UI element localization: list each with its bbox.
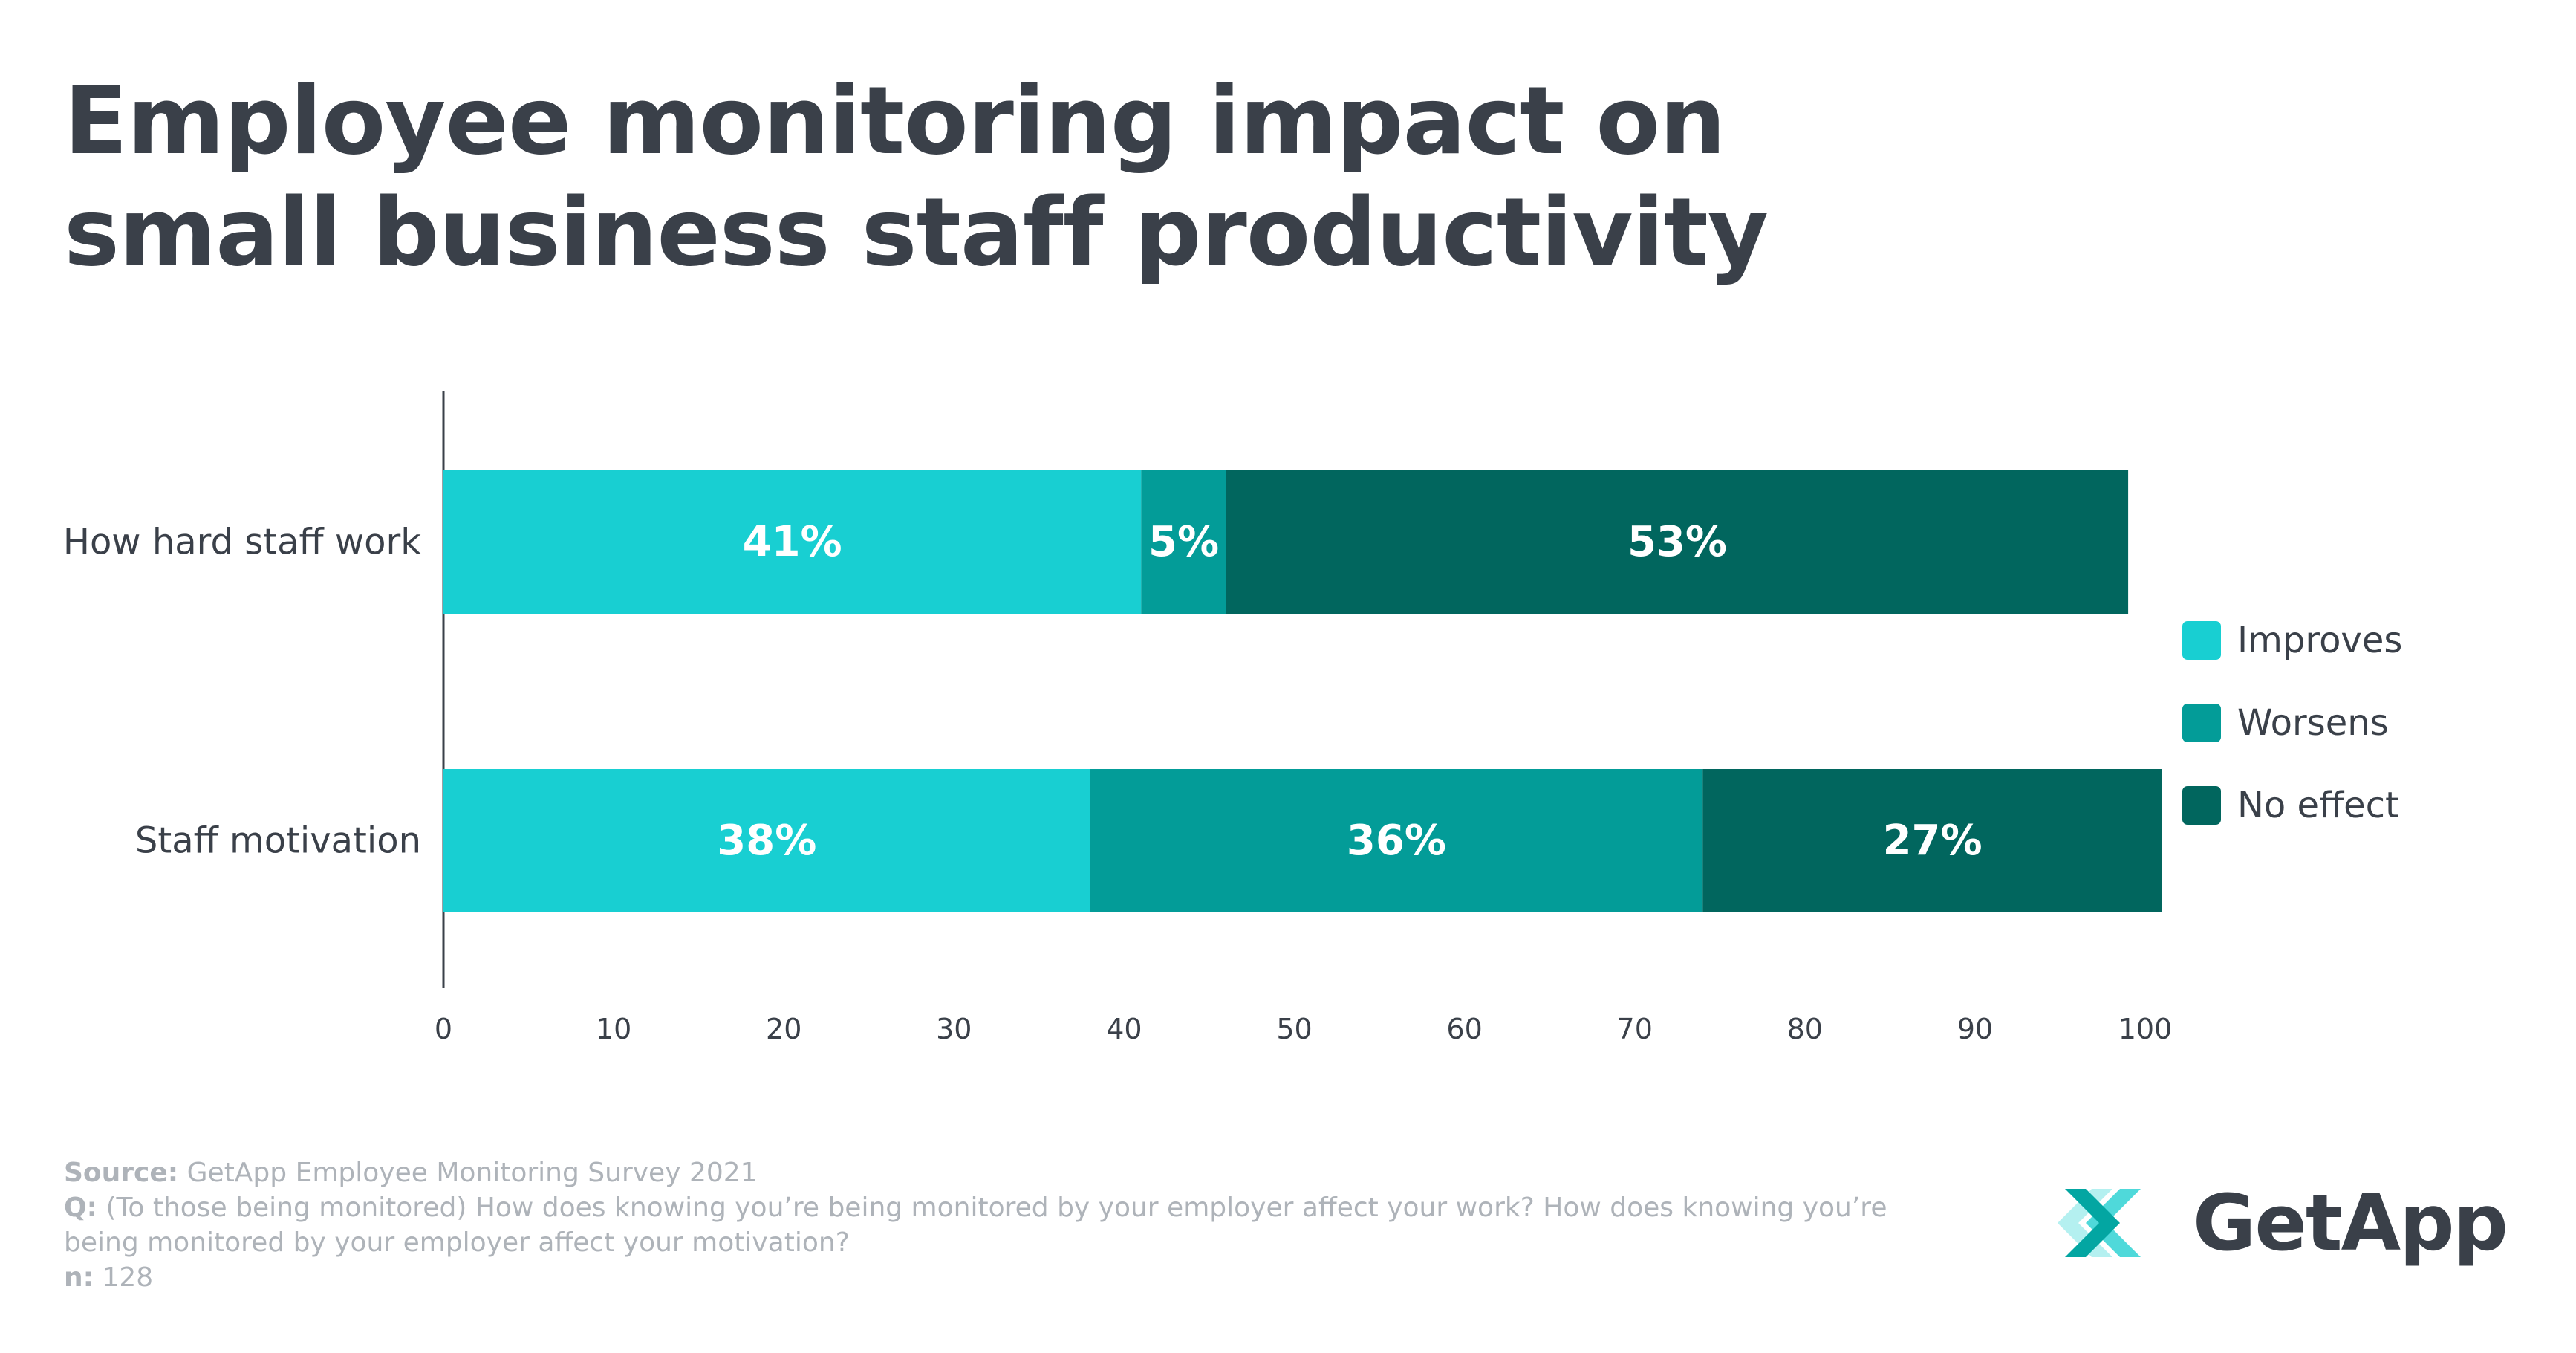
title-line-2: small business staff productivity (64, 178, 1769, 287)
sample-size-text: 128 (94, 1262, 154, 1293)
legend-item-improves: Improves (2182, 620, 2403, 661)
getapp-chevrons-icon (2058, 1189, 2141, 1257)
title-line-1: Employee monitoring impact on (64, 66, 1726, 175)
bar-segment-no-effect (1702, 769, 2162, 912)
bar-segment-worsens (1141, 470, 1226, 614)
sample-size-note: n: 128 (64, 1260, 1906, 1295)
data-label: 38% (717, 817, 816, 865)
getapp-logo-text: GetApp (2193, 1178, 2508, 1268)
data-label: 36% (1347, 817, 1446, 865)
legend-item-worsens: Worsens (2182, 702, 2402, 744)
chart-title: Employee monitoring impact on small busi… (64, 65, 1769, 288)
stacked-bar-chart: How hard staff work 41% 5% 53% Staff motivat… (63, 391, 2173, 1045)
data-label: 5% (1148, 518, 1219, 566)
x-tick-label: 10 (596, 1013, 631, 1045)
question-note: Q: (To those being monitored) How does k… (64, 1190, 1906, 1260)
category-label: Staff motivation (135, 820, 421, 862)
bar-segment-improves (443, 769, 1090, 912)
x-tick-label: 70 (1617, 1013, 1653, 1045)
source-note: Source: GetApp Employee Monitoring Surve… (64, 1155, 1906, 1190)
getapp-logo: GetApp (2058, 1178, 2508, 1268)
category-label: How hard staff work (63, 522, 421, 563)
legend: Improves Worsens No effect (2182, 620, 2403, 869)
legend-label-worsens: Worsens (2237, 702, 2389, 744)
footer-notes: Source: GetApp Employee Monitoring Surve… (64, 1155, 1906, 1295)
data-label: 27% (1883, 817, 1983, 865)
legend-swatch-no-effect (2182, 786, 2221, 825)
x-tick-label: 80 (1787, 1013, 1823, 1045)
legend-swatch-improves (2182, 621, 2221, 660)
x-tick-label: 20 (766, 1013, 801, 1045)
data-label: 53% (1627, 518, 1727, 566)
bar-segment-improves (443, 470, 1142, 614)
question-text: (To those being monitored) How does know… (64, 1193, 1887, 1258)
bar-segment-no-effect (1226, 470, 2129, 614)
x-tick-label: 40 (1106, 1013, 1142, 1045)
bar-segment-worsens (1090, 769, 1703, 912)
x-tick-label: 0 (435, 1013, 452, 1045)
x-tick-label: 90 (1957, 1013, 1993, 1045)
x-tick-label: 60 (1446, 1013, 1482, 1045)
x-tick-label: 50 (1276, 1013, 1312, 1045)
source-text: GetApp Employee Monitoring Survey 2021 (178, 1158, 758, 1188)
legend-swatch-worsens (2182, 704, 2221, 742)
legend-item-no-effect: No effect (2182, 785, 2402, 826)
legend-label-improves: Improves (2237, 620, 2403, 661)
x-tick-label: 30 (936, 1013, 972, 1045)
data-label: 41% (743, 518, 842, 566)
legend-label-no-effect: No effect (2237, 785, 2399, 826)
question-label: Q: (64, 1193, 97, 1223)
sample-size-label: n: (64, 1262, 94, 1293)
x-tick-label: 100 (2118, 1013, 2173, 1045)
source-label: Source: (64, 1158, 179, 1188)
